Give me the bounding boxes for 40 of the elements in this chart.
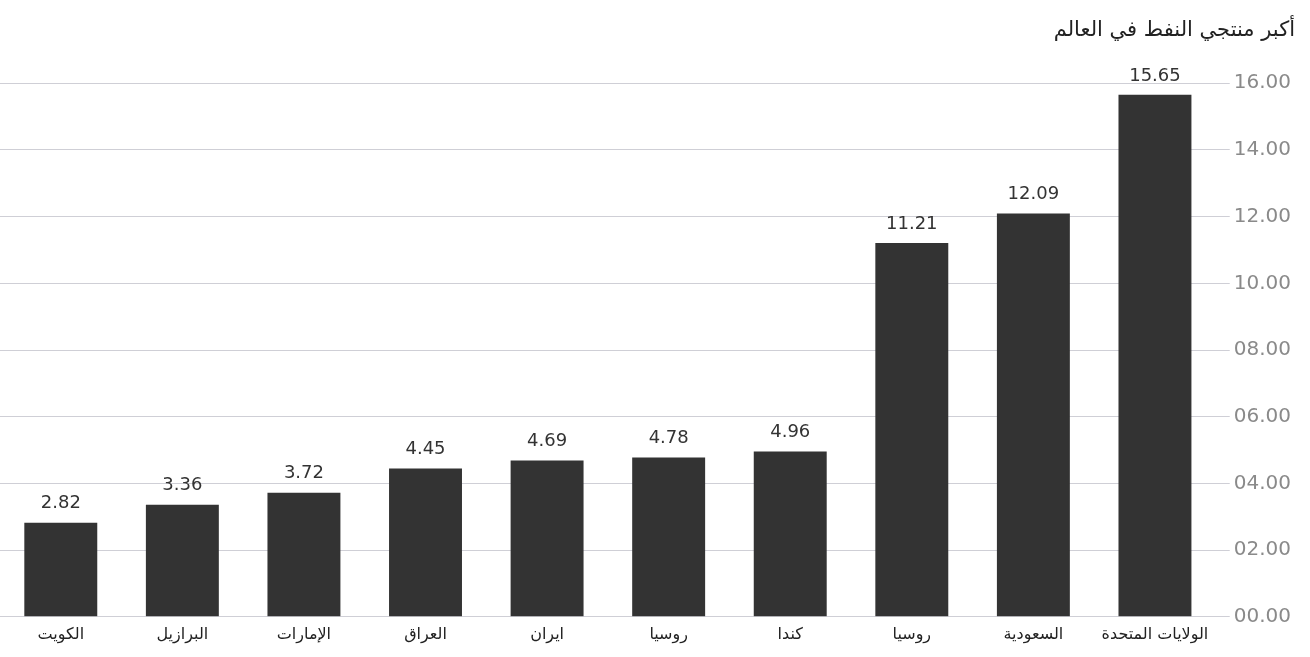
data-label: 4.78 [648,426,689,448]
y-tick-label: 04.00 [1233,469,1292,494]
data-label: 4.69 [527,429,568,451]
x-tick-label: العراق [404,623,447,644]
bar [24,522,98,617]
bar [632,457,706,617]
bar [1118,94,1192,617]
data-label: 4.96 [770,420,811,442]
bar [996,213,1070,617]
x-tick-label: السعودية [1003,623,1064,644]
y-tick-label: 12.00 [1233,202,1292,227]
y-tick-label: 02.00 [1233,536,1292,561]
x-tick-label: الكويت [37,623,85,644]
x-tick-label: البرازيل [156,623,209,644]
y-tick-label: 00.00 [1233,603,1292,627]
data-label: 11.21 [886,211,938,233]
bar [753,451,827,617]
x-tick-label: ايران [530,623,565,644]
x-tick-label: روسيا [892,623,932,644]
y-tick-label: 06.00 [1233,402,1292,427]
y-tick-label: 14.00 [1233,136,1292,161]
y-tick-label: 10.00 [1233,269,1292,294]
data-label: 12.09 [1007,182,1060,204]
y-tick-label: 08.00 [1233,336,1292,361]
bar [145,504,219,617]
chart-title: أكبر منتجي النفط في العالم [1053,15,1295,43]
data-label: 2.82 [40,491,81,513]
x-tick-label: الإمارات [276,623,332,644]
bar [510,460,584,617]
data-label: 3.72 [283,461,324,483]
x-tick-label: كندا [777,623,804,643]
data-label: 15.65 [1129,63,1181,85]
data-label: 3.36 [162,473,203,495]
y-tick-label: 16.00 [1233,69,1292,94]
bar [875,242,949,617]
bar [267,492,341,617]
x-tick-label: الولايات المتحدة [1101,623,1209,644]
data-label: 4.45 [405,437,446,459]
bar [389,468,462,617]
x-tick-label: روسيا [649,623,688,644]
